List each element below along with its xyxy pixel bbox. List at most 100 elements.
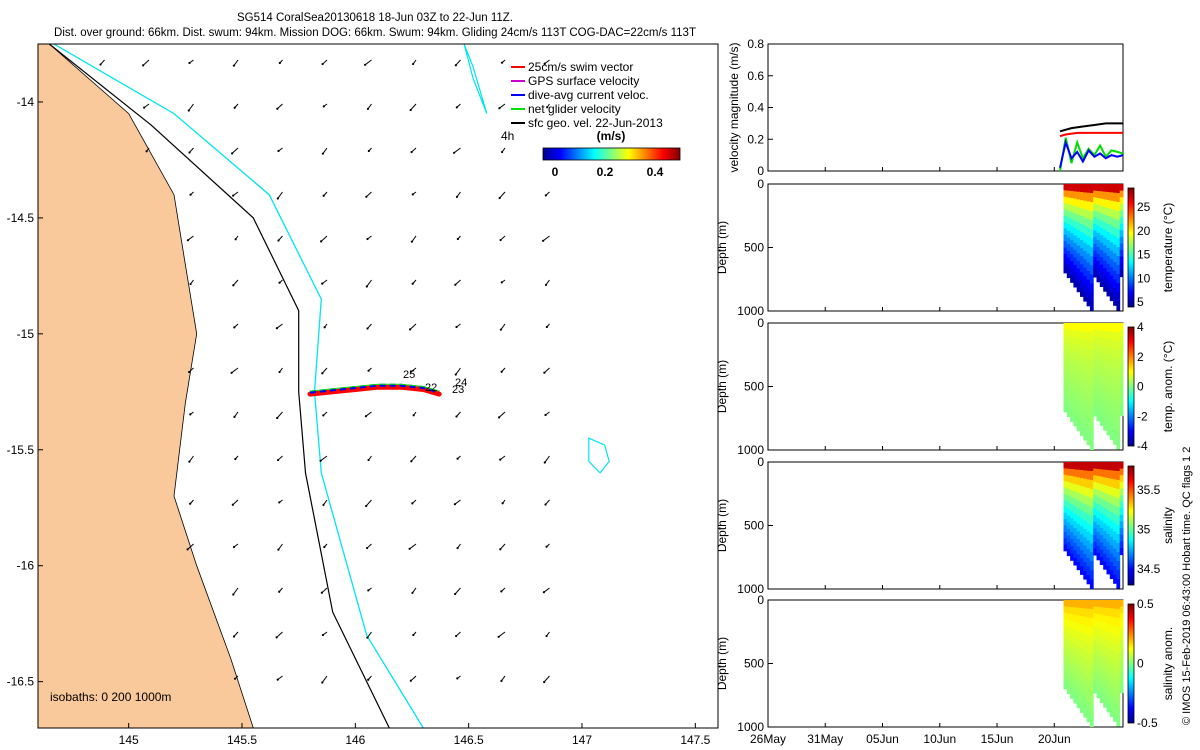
map-colorbar-tick: 0 [552, 165, 559, 179]
current-vector-head [275, 636, 278, 639]
current-vector [276, 323, 283, 329]
current-vector-head [456, 546, 459, 550]
profile-cell [1093, 190, 1097, 198]
profile-cell [1103, 338, 1107, 347]
profile-cell [1106, 533, 1111, 543]
current-vector [543, 587, 550, 593]
profile-cell [1119, 613, 1124, 621]
profile-cell [1109, 570, 1114, 580]
current-vector-head [456, 237, 459, 241]
profile-cell [1093, 197, 1097, 205]
profile-cell [1119, 633, 1124, 641]
profile-cell [1080, 696, 1084, 705]
profile-cell [1070, 462, 1074, 470]
profile-cell [1080, 248, 1084, 257]
velocity-y-tick-label: 0.4 [747, 101, 764, 115]
profile-cell [1083, 415, 1088, 424]
profile-cell [1083, 398, 1088, 408]
profile-cell [1099, 257, 1104, 265]
profile-cell [1073, 506, 1078, 514]
profile-colorbar-tick: 15 [1137, 248, 1151, 262]
profile-cell [1113, 540, 1117, 550]
profile-cell [1093, 329, 1097, 337]
profile-cell [1113, 383, 1117, 393]
profile-cell [1086, 244, 1091, 255]
profile-cell [1080, 355, 1084, 364]
profile-cell [1073, 206, 1078, 214]
profile-cell [1089, 301, 1094, 311]
current-vector-head [320, 240, 323, 243]
profile-cell [1119, 468, 1124, 476]
profile-cell [1080, 200, 1084, 209]
profile-cell [1066, 626, 1071, 634]
profile-cell [1066, 396, 1071, 404]
profile-cell [1099, 549, 1104, 558]
profile-cell [1093, 646, 1097, 654]
current-vector-head [232, 593, 235, 596]
profile-cell [1109, 512, 1114, 521]
profile-cell [1080, 680, 1084, 689]
profile-cell [1076, 607, 1081, 616]
profile-cell [1070, 628, 1074, 636]
profile-cell [1109, 683, 1114, 693]
profile-cell [1096, 538, 1101, 547]
profile-cell [1116, 359, 1121, 369]
profile-cell [1083, 406, 1088, 416]
profile-cell [1116, 238, 1121, 248]
profile-cell [1066, 620, 1071, 628]
profile-cell [1066, 224, 1071, 232]
current-vector [321, 675, 328, 683]
profile-cell [1086, 462, 1091, 472]
profile-ylabel: Depth (m) [715, 499, 729, 552]
profile-cell [1116, 543, 1121, 553]
profile-cell [1113, 704, 1117, 714]
profile-cell [1113, 488, 1117, 498]
profile-cell [1106, 517, 1111, 527]
profile-cell [1106, 549, 1111, 559]
profile-cell [1099, 191, 1104, 200]
current-vector-head [411, 591, 414, 594]
profile-cell [1103, 530, 1107, 540]
profile-cell [1119, 672, 1124, 680]
current-vector-head [232, 64, 235, 67]
profile-cell [1099, 206, 1104, 214]
profile-cell [1106, 600, 1111, 609]
profile-cell [1099, 462, 1104, 470]
profile-cell [1080, 624, 1084, 633]
profile-cell [1099, 323, 1104, 331]
date-tick-label: 26May [750, 732, 786, 746]
profile-cell [1093, 184, 1097, 192]
profile-cell [1106, 247, 1111, 257]
profile-cell [1099, 235, 1104, 243]
profile-cell [1073, 389, 1078, 398]
profile-cell [1103, 653, 1107, 662]
profile-cell [1086, 608, 1091, 618]
profile-cell [1099, 476, 1104, 485]
profile-cell [1070, 518, 1074, 526]
map-colorbar-tick: 0.2 [597, 165, 614, 179]
profile-cell [1113, 505, 1117, 515]
current-vector-head [189, 413, 192, 416]
profile-cell [1106, 557, 1111, 567]
profile-cell [1093, 535, 1097, 543]
current-vector-head [363, 63, 367, 66]
current-vector [232, 499, 239, 506]
profile-cell [1080, 256, 1084, 265]
profile-cell [1116, 654, 1121, 664]
current-vector [411, 235, 417, 242]
profile-cell [1083, 364, 1088, 374]
profile-cell [1080, 240, 1084, 249]
profile-cell [1116, 627, 1121, 637]
profile-cell [1083, 700, 1088, 710]
profile-cell [1076, 477, 1081, 486]
profile-cell [1093, 250, 1097, 258]
profile-cell [1080, 339, 1084, 348]
profile-cell [1113, 296, 1117, 306]
profile-cell [1066, 217, 1071, 225]
profile-cell [1116, 618, 1121, 628]
profile-cell [1103, 492, 1107, 501]
profile-cell [1109, 616, 1114, 626]
profile-cell [1119, 356, 1124, 364]
profile-y-tick-label: 1000 [737, 720, 764, 734]
